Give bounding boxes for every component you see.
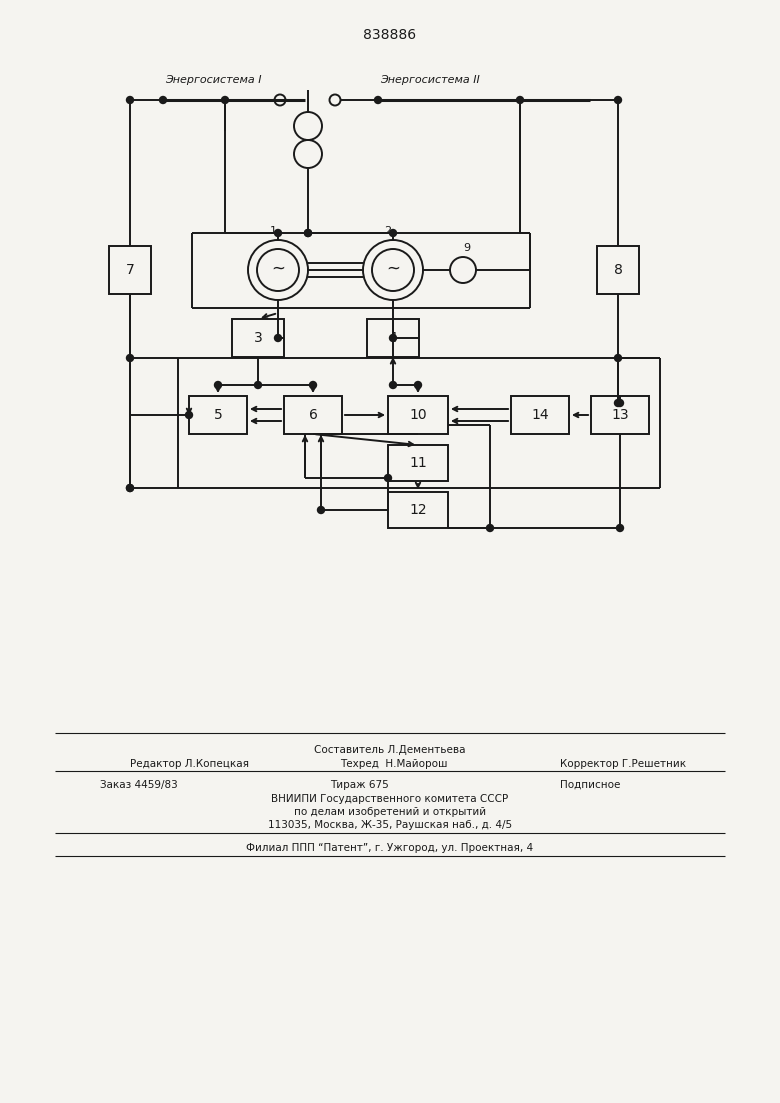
Circle shape — [616, 399, 623, 407]
Circle shape — [516, 96, 523, 104]
Text: 838886: 838886 — [363, 28, 417, 42]
Circle shape — [126, 354, 133, 362]
Text: 1: 1 — [270, 226, 276, 236]
Circle shape — [616, 525, 623, 532]
Circle shape — [222, 96, 229, 104]
Circle shape — [414, 382, 421, 388]
Circle shape — [304, 229, 311, 236]
Circle shape — [389, 229, 396, 236]
Text: 3: 3 — [254, 331, 262, 345]
Text: Корректор Г.Решетник: Корректор Г.Решетник — [560, 759, 686, 769]
Text: 12: 12 — [410, 503, 427, 517]
Text: Подписное: Подписное — [560, 780, 620, 790]
Circle shape — [615, 96, 622, 104]
Text: 4: 4 — [388, 331, 397, 345]
Circle shape — [159, 96, 166, 104]
Text: ВНИИПИ Государственного комитета СССР: ВНИИПИ Государственного комитета СССР — [271, 794, 509, 804]
Circle shape — [186, 411, 193, 418]
Text: Энергосистема II: Энергосистема II — [380, 75, 480, 85]
Text: Тираж 675: Тираж 675 — [330, 780, 388, 790]
Bar — [591, 396, 649, 433]
Circle shape — [215, 382, 222, 388]
Text: 9: 9 — [463, 243, 470, 253]
Bar — [367, 319, 419, 357]
Circle shape — [615, 399, 622, 407]
Bar — [511, 396, 569, 433]
Text: 5: 5 — [214, 408, 222, 422]
Text: 2: 2 — [385, 226, 392, 236]
Circle shape — [304, 229, 311, 236]
Text: ~: ~ — [386, 260, 400, 278]
Bar — [388, 396, 448, 433]
Bar — [109, 246, 151, 295]
Bar — [189, 396, 247, 433]
Text: Редактор Л.Копецкая: Редактор Л.Копецкая — [130, 759, 249, 769]
Text: Энергосистема I: Энергосистема I — [165, 75, 261, 85]
Text: 13: 13 — [612, 408, 629, 422]
Text: 6: 6 — [309, 408, 317, 422]
Circle shape — [126, 96, 133, 104]
Text: 113035, Москва, Ж-35, Раушская наб., д. 4/5: 113035, Москва, Ж-35, Раушская наб., д. … — [268, 820, 512, 829]
Text: Филиал ППП “Патент”, г. Ужгород, ул. Проектная, 4: Филиал ППП “Патент”, г. Ужгород, ул. Про… — [246, 843, 534, 853]
Bar — [232, 319, 284, 357]
Bar — [388, 445, 448, 481]
Text: 11: 11 — [410, 456, 427, 470]
Circle shape — [487, 525, 494, 532]
Text: 8: 8 — [614, 263, 622, 277]
Text: Заказ 4459/83: Заказ 4459/83 — [100, 780, 178, 790]
Circle shape — [389, 382, 396, 388]
Text: 10: 10 — [410, 408, 427, 422]
Circle shape — [275, 334, 282, 342]
Circle shape — [385, 474, 392, 482]
Bar — [597, 246, 639, 295]
Circle shape — [126, 484, 133, 492]
Text: по делам изобретений и открытий: по делам изобретений и открытий — [294, 807, 486, 817]
Text: 14: 14 — [531, 408, 549, 422]
Circle shape — [615, 354, 622, 362]
Circle shape — [317, 506, 324, 514]
Circle shape — [126, 484, 133, 492]
Circle shape — [310, 382, 317, 388]
Circle shape — [389, 334, 396, 342]
Circle shape — [254, 382, 261, 388]
Circle shape — [275, 229, 282, 236]
Bar — [388, 492, 448, 528]
Bar — [284, 396, 342, 433]
Text: Составитель Л.Дементьева: Составитель Л.Дементьева — [314, 745, 466, 756]
Text: 7: 7 — [126, 263, 134, 277]
Circle shape — [374, 96, 381, 104]
Text: ~: ~ — [271, 260, 285, 278]
Text: Техред  Н.Майорош: Техред Н.Майорош — [340, 759, 448, 769]
